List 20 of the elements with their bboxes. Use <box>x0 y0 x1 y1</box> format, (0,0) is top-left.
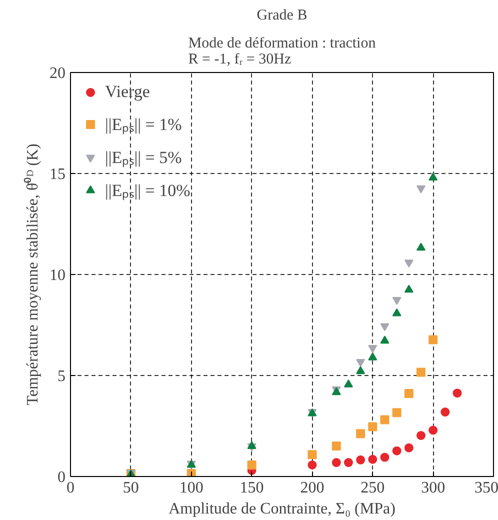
legend-label: ||Eₚₛ|| = 5% <box>105 147 182 168</box>
y-axis-title: Température moyenne stabilisée, θ̄⁰ᴰ (K) <box>24 144 42 406</box>
x-tick-label: 300 <box>421 480 446 496</box>
x-tick-label: 250 <box>360 480 385 496</box>
legend-label: ||Eₚₛ|| = 1% <box>105 114 182 135</box>
y-tick-label: 0 <box>58 469 66 486</box>
chart-subtitle: Mode de déformation : traction R = -1, fᵣ = 30Hz <box>188 36 376 68</box>
chart-title: Grade B <box>256 8 308 24</box>
y-tick-label: 10 <box>50 267 66 284</box>
x-tick-label: 50 <box>122 480 139 496</box>
legend-label: ||Eₚₛ|| = 10% <box>105 180 190 201</box>
x-tick-label: 350 <box>474 480 498 496</box>
x-tick-label: 100 <box>179 480 204 496</box>
x-tick-label: 150 <box>240 480 264 496</box>
x-axis-title: Amplitude de Contrainte, Σ₀ (MPa) <box>168 500 396 518</box>
legend-label: Vierge <box>105 82 150 102</box>
y-tick-label: 20 <box>50 65 66 82</box>
y-tick-label: 5 <box>58 368 66 385</box>
y-tick-label: 15 <box>50 166 66 183</box>
x-tick-label: 200 <box>300 480 324 496</box>
